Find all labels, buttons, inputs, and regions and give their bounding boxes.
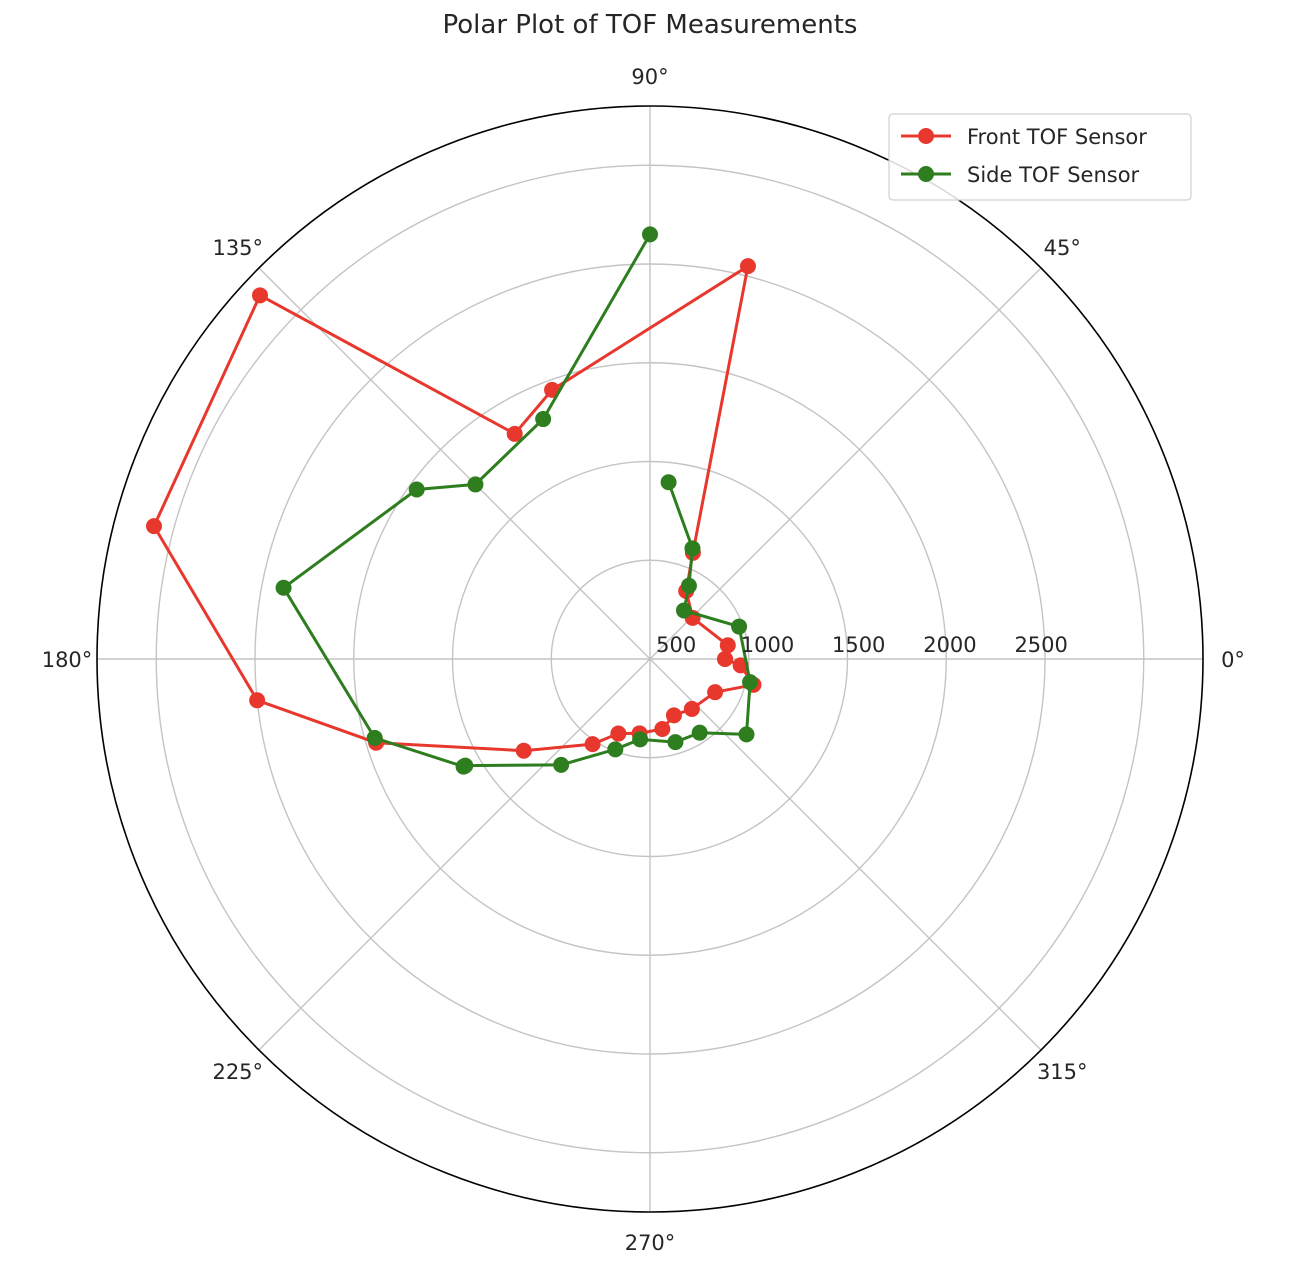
data-point — [738, 726, 755, 743]
data-point — [467, 476, 484, 493]
legend-marker — [918, 166, 934, 182]
legend-entry: Side TOF Sensor — [901, 163, 1140, 187]
theta-tick-label: 45° — [1044, 236, 1081, 260]
radial-gridline — [155, 164, 1145, 1154]
theta-tick-label: 90° — [631, 65, 668, 89]
radial-tick-label: 2000 — [923, 633, 976, 657]
data-point — [675, 602, 692, 619]
theta-gridline — [649, 658, 1042, 1051]
data-point — [610, 725, 627, 742]
legend-label: Side TOF Sensor — [967, 163, 1140, 187]
data-point — [684, 540, 701, 557]
data-point — [707, 684, 724, 701]
data-point — [665, 707, 682, 724]
data-point — [642, 226, 658, 243]
data-point — [742, 674, 759, 691]
legend-entry: Front TOF Sensor — [901, 125, 1147, 149]
radial-tick-label: 1000 — [741, 633, 794, 657]
data-point — [408, 481, 425, 498]
tick-labels: 0° 45° 90° 135° 180° 225° 270° 315° 500 1000 1500 2… — [42, 65, 1245, 1255]
data-point — [719, 637, 736, 654]
data-point — [249, 692, 266, 709]
data-point — [366, 729, 383, 746]
data-point — [535, 411, 552, 428]
data-point — [667, 734, 684, 751]
legend-box — [888, 113, 1192, 201]
data-point — [717, 651, 734, 667]
data-point — [731, 618, 748, 635]
radial-gridline — [550, 559, 750, 759]
series-layer — [145, 226, 762, 775]
data-point — [632, 731, 649, 748]
theta-tick-label: 180° — [42, 648, 93, 672]
data-point — [553, 756, 570, 773]
data-point — [455, 758, 472, 775]
data-point — [660, 474, 677, 491]
radial-gridline — [451, 460, 849, 858]
data-point — [654, 721, 671, 738]
theta-tick-label: 270° — [625, 1231, 676, 1255]
data-point — [252, 287, 269, 304]
legend-label: Front TOF Sensor — [967, 125, 1147, 149]
data-point — [506, 425, 523, 442]
radial-tick-label: 2500 — [1014, 633, 1067, 657]
data-point — [691, 724, 708, 741]
polar-grid — [96, 105, 1204, 1213]
data-point — [680, 577, 697, 594]
radial-tick-label: 1500 — [832, 633, 885, 657]
polar-frame — [96, 105, 1204, 1213]
radial-gridline — [254, 263, 1046, 1055]
theta-tick-label: 135° — [212, 236, 263, 260]
data-point — [515, 742, 532, 759]
data-point — [145, 518, 162, 535]
legend-marker — [918, 128, 934, 144]
chart-title: Polar Plot of TOF Measurements — [443, 10, 858, 40]
theta-tick-label: 0° — [1221, 648, 1245, 672]
radial-tick-label: 500 — [656, 633, 696, 657]
theta-tick-label: 225° — [212, 1060, 263, 1084]
theta-gridline — [258, 658, 651, 1051]
data-point — [607, 741, 624, 758]
legend: Front TOF Sensor Side TOF Sensor — [888, 113, 1192, 201]
series-line — [282, 233, 752, 769]
data-point — [275, 579, 292, 596]
series-side — [275, 226, 759, 775]
theta-gridline — [649, 267, 1042, 660]
radial-gridline — [353, 362, 947, 956]
theta-tick-label: 315° — [1037, 1060, 1088, 1084]
data-point — [739, 258, 756, 275]
data-point — [683, 700, 700, 717]
theta-gridline — [258, 267, 651, 660]
data-point — [584, 736, 601, 753]
